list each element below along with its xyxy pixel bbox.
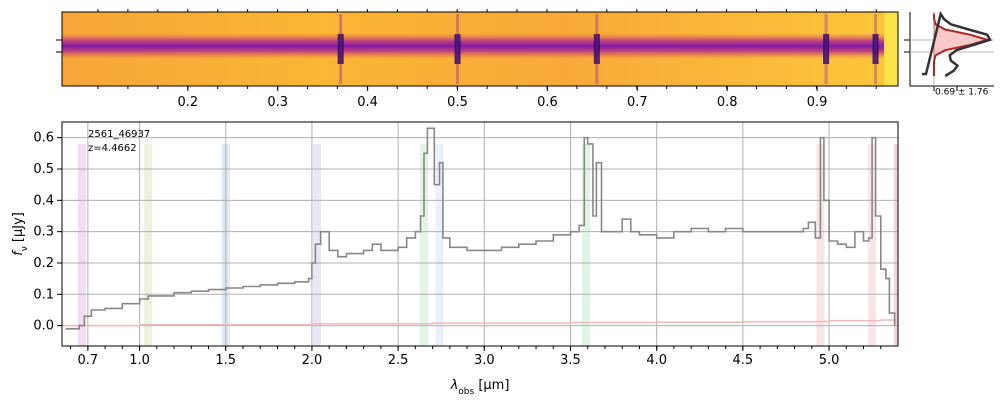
x-axis-ticks: 0.7 1.0 1.5 2.0 2.5 3.0 3.5 4.0 4.5 5.0 — [70, 346, 882, 368]
1d-spectrum-panel: 0.7 1.0 1.5 2.0 2.5 3.0 3.5 4.0 4.5 5.0 0.0 0.1 0.2… — [11, 121, 899, 397]
2d-emission-line-column — [824, 14, 828, 84]
2d-xtick-label: 0.9 — [807, 95, 828, 110]
profile-annotation: 0.69 ± 1.76 — [935, 88, 989, 98]
2d-spectrum-panel: 0.2 0.3 0.4 0.5 0.6 0.7 0.8 0.9 — [56, 9, 899, 110]
x-tick-label: 4.5 — [733, 353, 754, 368]
x-tick-label: 5.0 — [819, 353, 840, 368]
2d-xtick-label: 0.3 — [267, 95, 288, 110]
2d-emission-line-column — [456, 14, 460, 84]
2d-emission-line-column — [339, 14, 343, 84]
x-axis-label: λobs [μm] — [450, 378, 510, 397]
profile-fit-fill — [934, 14, 988, 76]
y-axis-ticks: 0.0 0.1 0.2 0.3 0.4 0.5 0.6 — [33, 131, 62, 334]
flux-spectrum-line — [65, 127, 896, 330]
emission-line-band — [894, 143, 898, 346]
2d-emission-line-column — [874, 14, 878, 84]
2d-emission-line — [454, 34, 461, 64]
emission-line-bands — [77, 143, 898, 346]
x-tick-label: 3.5 — [560, 353, 581, 368]
2d-emission-line-column — [595, 14, 599, 84]
2d-wavelength-axis: 0.2 0.3 0.4 0.5 0.6 0.7 0.8 0.9 — [97, 9, 877, 110]
emission-line-band — [77, 143, 86, 346]
y-tick-label: 0.3 — [33, 225, 54, 240]
2d-spectrum-right-edge — [884, 12, 898, 86]
x-tick-label: 2.0 — [302, 353, 323, 368]
profile-data-line — [922, 10, 992, 78]
x-tick-label: 3.0 — [474, 353, 495, 368]
y-tick-label: 0.0 — [33, 319, 54, 334]
2d-spectrum-trace — [62, 33, 884, 59]
2d-xtick-label: 0.5 — [447, 95, 468, 110]
error-spectrum-line — [65, 319, 896, 327]
x-tick-label: 1.0 — [129, 353, 150, 368]
2d-emission-line — [337, 34, 344, 64]
y-tick-label: 0.1 — [33, 287, 54, 302]
2d-xtick-label: 0.2 — [178, 95, 199, 110]
2d-emission-line — [872, 34, 879, 64]
2d-emission-line — [593, 34, 600, 64]
x-tick-label: 0.7 — [78, 353, 99, 368]
y-tick-label: 0.2 — [33, 256, 54, 271]
plot-frame — [61, 121, 899, 347]
emission-line-band — [419, 143, 428, 346]
y-tick-label: 0.5 — [33, 162, 54, 177]
2d-xtick-label: 0.6 — [537, 95, 558, 110]
emission-line-band — [435, 143, 444, 346]
redshift-label: z=4.4662 — [88, 143, 137, 154]
x-tick-label: 2.5 — [388, 353, 409, 368]
2d-spectrum-frame — [61, 11, 899, 87]
2d-xtick-label: 0.7 — [627, 95, 648, 110]
2d-xtick-label: 0.4 — [357, 95, 378, 110]
2d-emission-line — [823, 34, 830, 64]
emission-line-band — [816, 143, 825, 346]
2d-emission-lines — [337, 14, 879, 84]
y-tick-label: 0.6 — [33, 131, 54, 146]
x-tick-label: 1.5 — [215, 353, 236, 368]
y-tick-label: 0.4 — [33, 193, 54, 208]
object-id: 2561_46937 — [88, 129, 150, 140]
x-tick-label: 4.0 — [646, 353, 667, 368]
y-axis-label: fν [μJy] — [11, 212, 30, 256]
emission-line-band — [144, 143, 153, 346]
profile-panel: 0.69 ± 1.76 — [904, 10, 994, 98]
emission-line-band — [582, 143, 591, 346]
grid-lines — [62, 122, 898, 346]
2d-xtick-label: 0.8 — [717, 95, 738, 110]
emission-line-band — [868, 143, 877, 346]
